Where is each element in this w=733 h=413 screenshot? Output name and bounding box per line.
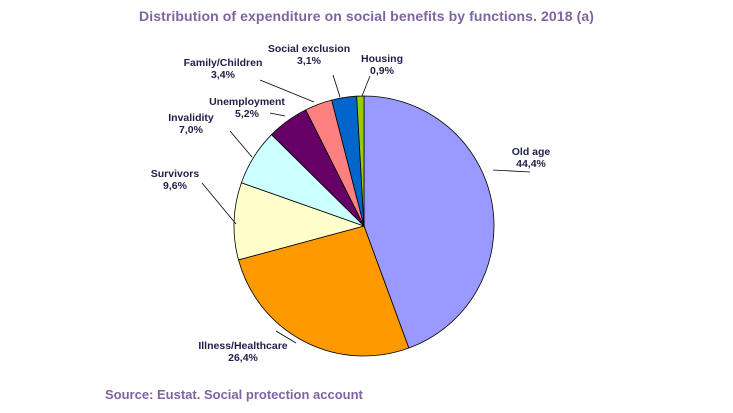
slice-labels: Old age 44,4% Illness/Healthcare 26,4% Survi…: [151, 43, 551, 364]
slice-label-name: Illness/Healthcare: [198, 340, 287, 352]
slice-label-old-age: Old age 44,4%: [512, 146, 551, 170]
slice-label-unemployment: Unemployment 5,2%: [209, 96, 285, 120]
pie-slice-old-age: [363, 95, 495, 349]
slice-label-value: 44,4%: [516, 158, 546, 170]
slice-label-name: Social exclusion: [268, 43, 350, 55]
slice-label-survivors: Survivors 9,6%: [151, 168, 200, 192]
leader-line-housing: [361, 75, 371, 97]
pie-slices: [233, 95, 495, 357]
slice-label-value: 3,4%: [211, 69, 236, 81]
slice-label-social-exclusion: Social exclusion 3,1%: [268, 43, 350, 67]
leader-line-invalidity: [229, 130, 253, 158]
slice-label-illness-healthcare: Illness/Healthcare 26,4%: [198, 340, 287, 364]
leader-line-old-age: [492, 169, 531, 173]
slice-label-value: 0,9%: [370, 65, 395, 77]
slice-label-value: 26,4%: [228, 352, 258, 364]
leader-line-illness-healthcare: [275, 330, 297, 344]
source-note: Source: Eustat. Social protection accoun…: [105, 387, 363, 402]
leader-line-social-exclusion: [332, 74, 341, 98]
slice-label-value: 3,1%: [297, 55, 322, 67]
slice-label-name: Invalidity: [168, 112, 214, 124]
slice-label-value: 9,6%: [163, 180, 188, 192]
slice-label-name: Old age: [512, 146, 551, 158]
pie-slice-illness-healthcare: [238, 225, 410, 357]
leader-line-family-children: [259, 79, 315, 103]
slice-label-name: Housing: [361, 53, 403, 65]
chart-title: Distribution of expenditure on social be…: [139, 8, 594, 24]
slice-label-invalidity: Invalidity 7,0%: [168, 112, 214, 136]
pie-slice-survivors: [233, 182, 366, 261]
leader-line-unemployment: [269, 112, 286, 117]
slice-label-value: 5,2%: [235, 108, 260, 120]
slice-label-name: Unemployment: [209, 96, 285, 108]
leader-line-survivors: [201, 182, 237, 225]
slice-label-family-children: Family/Children 3,4%: [184, 57, 263, 81]
slice-label-name: Survivors: [151, 168, 200, 180]
slice-label-housing: Housing 0,9%: [361, 53, 403, 77]
slice-label-value: 7,0%: [179, 124, 204, 136]
pie-slice-housing: [356, 95, 365, 227]
leader-lines: [201, 74, 531, 344]
slice-label-name: Family/Children: [184, 57, 263, 69]
